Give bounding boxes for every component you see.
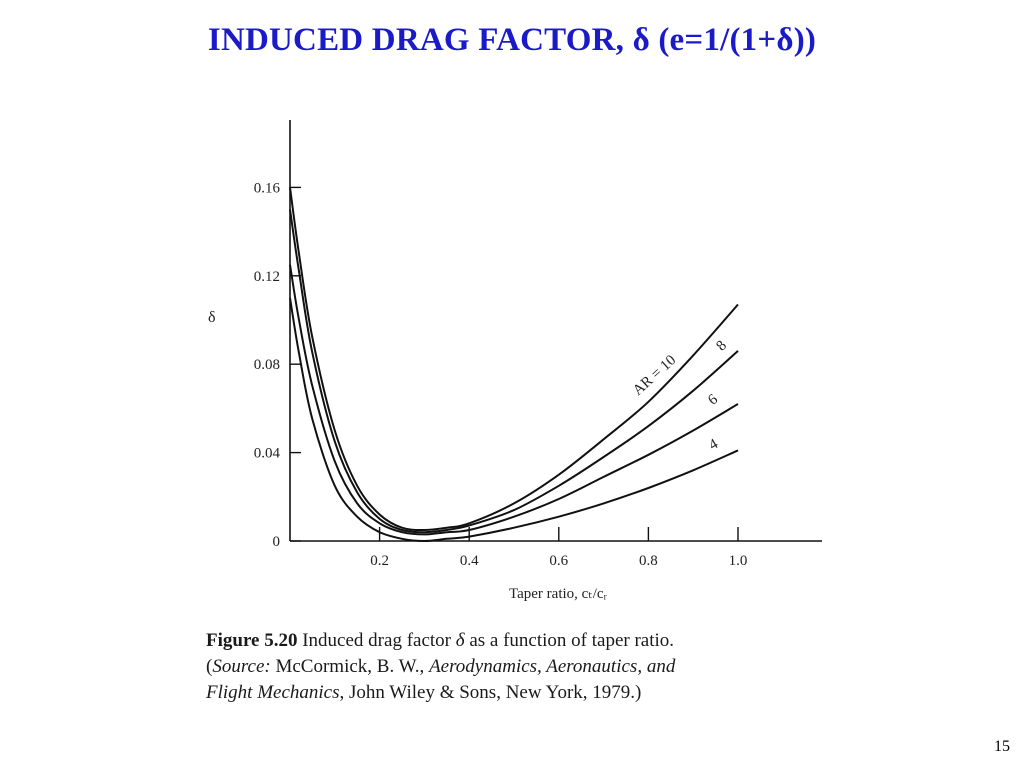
x-tick-label: 0.4 — [460, 553, 479, 569]
chart-tick-labels: 0 0.04 0.08 0.12 0.16 0.2 0.4 0.6 0.8 1.0 — [254, 180, 748, 569]
figure-number: Figure 5.20 — [206, 630, 298, 651]
source-author: McCormick, B. W., — [270, 656, 430, 677]
series-label: 6 — [705, 391, 721, 409]
caption-line-1: Figure 5.20 Induced drag factor δ as a f… — [206, 628, 846, 654]
series-label: 8 — [713, 338, 730, 355]
caption-text-before: Induced drag factor — [302, 630, 456, 651]
caption-symbol: δ — [455, 630, 465, 651]
caption-line-3: Flight Mechanics, John Wiley & Sons, New… — [206, 680, 846, 706]
caption-text-after: as a function of taper ratio. — [464, 630, 675, 651]
chart-series-lines — [289, 187, 739, 543]
chart-series-labels: AR = 10 8 6 4 — [630, 338, 730, 454]
y-tick-label: 0 — [273, 534, 281, 550]
y-tick-label: 0.08 — [254, 357, 280, 373]
x-tick-label: 1.0 — [729, 553, 748, 569]
series-label: 4 — [706, 436, 721, 454]
x-axis-label: Taper ratio, cₜ/cᵣ — [509, 586, 608, 602]
series-line — [289, 264, 739, 536]
source-open: ( — [206, 656, 213, 677]
source-title-line1: Aerodynamics, Aeronautics, and — [429, 656, 676, 677]
y-tick-label: 0.12 — [254, 269, 280, 285]
source-publisher: , John Wiley & Sons, New York, 1979.) — [339, 682, 642, 703]
source-label: Source: — [212, 656, 271, 677]
series-label: AR = 10 — [630, 352, 679, 399]
series-line — [289, 297, 739, 543]
y-tick-label: 0.04 — [254, 446, 281, 462]
x-tick-label: 0.8 — [639, 553, 658, 569]
y-tick-label: 0.16 — [254, 180, 281, 196]
caption-line-2: (Source: McCormick, B. W., Aerodynamics,… — [206, 654, 846, 680]
y-axis-label: δ — [208, 309, 216, 326]
figure-caption: Figure 5.20 Induced drag factor δ as a f… — [206, 628, 846, 706]
slide-number: 15 — [994, 738, 1010, 755]
source-title-line2: Flight Mechanics — [206, 682, 340, 703]
x-tick-label: 0.6 — [549, 553, 568, 569]
x-tick-label: 0.2 — [370, 553, 389, 569]
series-line — [289, 209, 739, 534]
chart-axes — [289, 120, 822, 542]
series-line — [289, 187, 739, 532]
slide-title: INDUCED DRAG FACTOR, δ (e=1/(1+δ)) — [207, 22, 817, 58]
